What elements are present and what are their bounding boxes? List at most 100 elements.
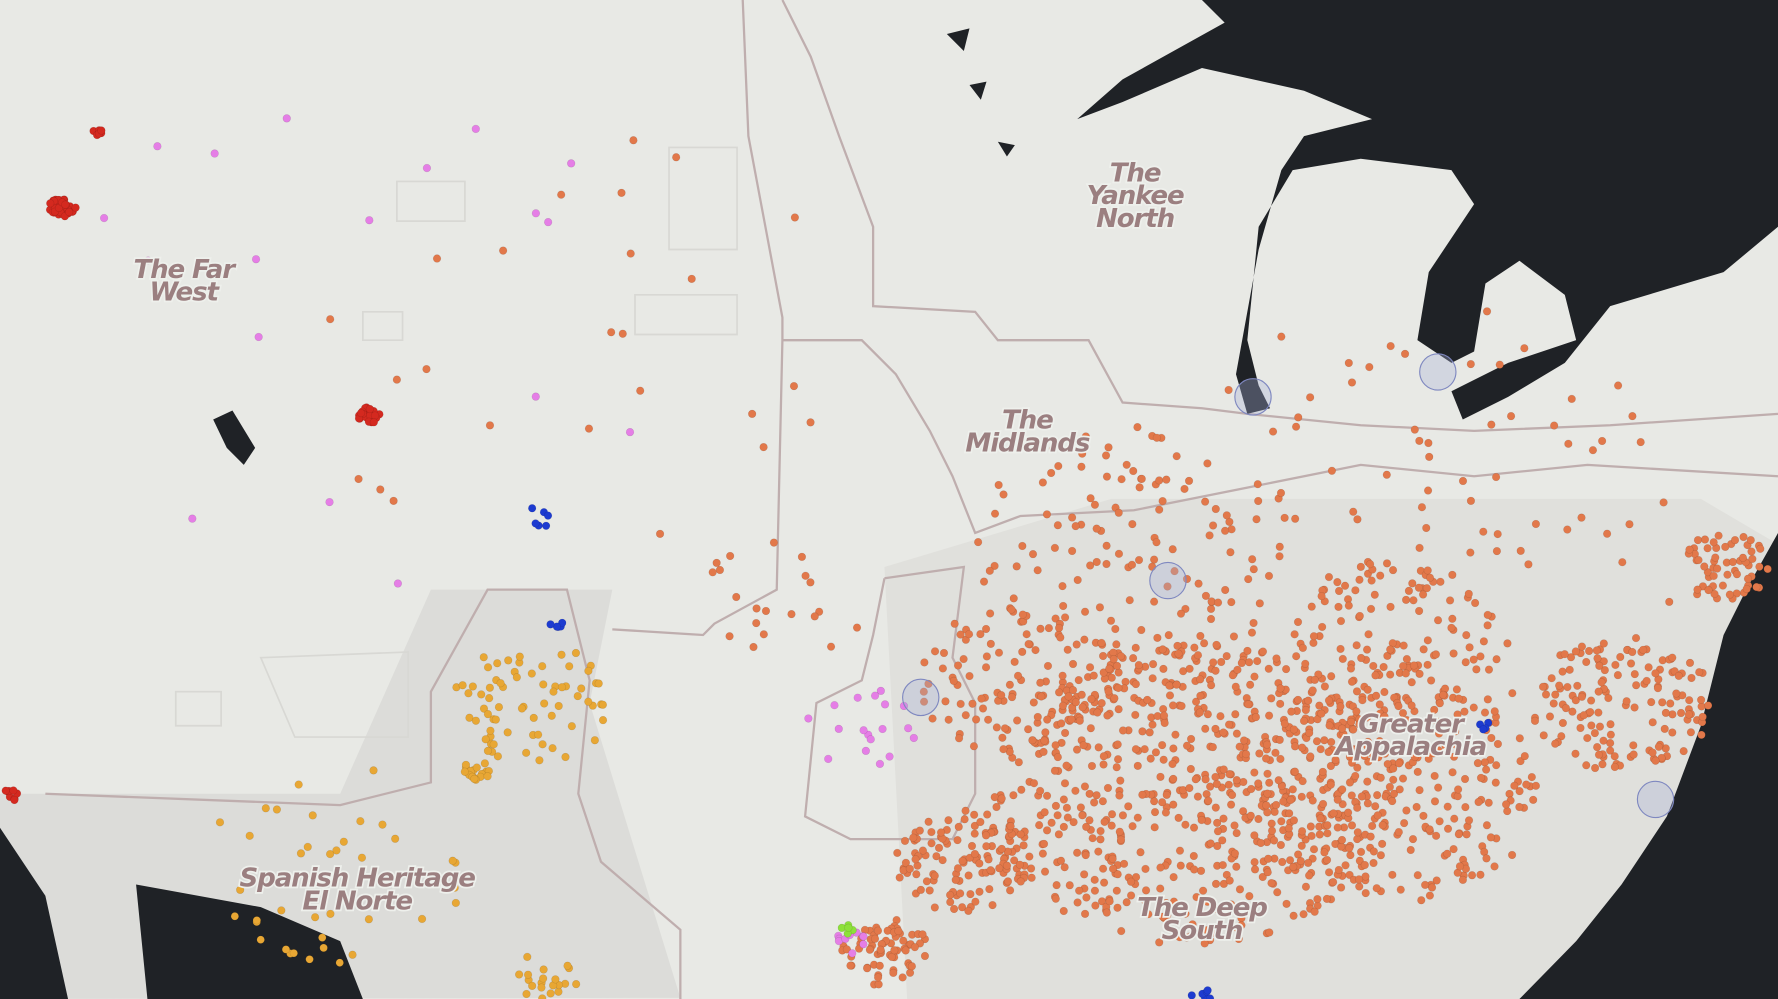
- dot: [1451, 727, 1460, 736]
- dot: [547, 711, 556, 720]
- dot: [1389, 789, 1399, 798]
- dot: [468, 682, 477, 691]
- dot: [1434, 729, 1444, 738]
- dot: [1268, 427, 1278, 436]
- dot: [986, 639, 995, 648]
- dot: [1182, 741, 1192, 750]
- dot: [1420, 880, 1430, 890]
- dot: [1093, 708, 1102, 717]
- dot: [252, 916, 261, 925]
- dot: [1112, 640, 1121, 649]
- dot: [1051, 741, 1060, 750]
- dot: [1560, 650, 1569, 659]
- dot: [1054, 461, 1063, 471]
- dot: [1369, 847, 1379, 856]
- dot: [1520, 344, 1529, 353]
- dot: [422, 163, 432, 173]
- dot: [1096, 835, 1105, 844]
- dot: [1550, 421, 1559, 430]
- dot: [1254, 814, 1263, 824]
- dot: [1310, 907, 1319, 916]
- dot: [1483, 610, 1492, 620]
- dot: [1158, 798, 1167, 807]
- dot: [985, 566, 994, 575]
- dot: [1404, 586, 1414, 596]
- dot: [1709, 571, 1718, 581]
- dot: [1626, 659, 1636, 668]
- dot: [1058, 671, 1067, 680]
- dot: [1510, 781, 1519, 790]
- dot: [1443, 824, 1453, 833]
- dot: [1462, 630, 1471, 640]
- dot: [1036, 786, 1045, 796]
- dot: [1168, 701, 1178, 710]
- dot: [787, 610, 796, 619]
- dot: [1226, 900, 1236, 909]
- dot: [992, 723, 1001, 732]
- dot: [498, 246, 508, 255]
- dot: [1155, 476, 1164, 485]
- dot: [1685, 696, 1694, 705]
- dot: [1212, 779, 1221, 789]
- dot: [958, 856, 967, 866]
- dot: [1527, 772, 1536, 782]
- city-halo: [1636, 780, 1675, 819]
- region-border: [45, 0, 1778, 999]
- city-halo: [1149, 561, 1187, 600]
- dot: [1347, 378, 1357, 387]
- dot: [1323, 821, 1332, 830]
- dot: [905, 864, 915, 873]
- dot: [1099, 752, 1108, 761]
- dot: [1102, 541, 1111, 550]
- dot: [1338, 654, 1347, 664]
- dot: [1369, 858, 1378, 868]
- dot: [1059, 795, 1068, 804]
- dot: [968, 699, 977, 708]
- dot: [1551, 690, 1560, 699]
- dot: [1336, 883, 1346, 892]
- dot: [1306, 393, 1315, 402]
- dot: [1071, 522, 1080, 531]
- dot: [1018, 541, 1027, 551]
- dot: [354, 474, 363, 484]
- dot: [1476, 870, 1485, 879]
- dot: [1704, 585, 1713, 595]
- dot: [1012, 716, 1022, 725]
- dot: [1276, 684, 1285, 693]
- region-label: Appalachia: [1333, 732, 1486, 762]
- dot: [1285, 809, 1294, 818]
- dot: [1639, 645, 1648, 654]
- dot: [1174, 649, 1183, 658]
- dot: [1071, 698, 1081, 707]
- dot: [1067, 715, 1076, 724]
- dot: [1263, 868, 1272, 877]
- dot: [978, 704, 988, 713]
- dot: [876, 945, 885, 954]
- region-label: El Norte: [302, 886, 412, 916]
- dot: [1225, 769, 1234, 779]
- dot: [1357, 792, 1366, 801]
- dot: [1213, 827, 1223, 836]
- dot: [1423, 566, 1432, 575]
- dot: [1561, 704, 1571, 713]
- dot: [1382, 470, 1391, 479]
- dot: [485, 694, 494, 703]
- dot: [1334, 602, 1343, 612]
- dot: [529, 713, 538, 723]
- dot: [789, 381, 799, 391]
- dot: [1599, 639, 1608, 648]
- dot: [1313, 715, 1322, 724]
- dot: [1524, 560, 1533, 569]
- dot: [1092, 557, 1101, 567]
- dot: [1051, 614, 1060, 623]
- dot: [1135, 483, 1144, 492]
- dot: [483, 772, 492, 781]
- dot: [392, 375, 402, 384]
- dot: [1264, 711, 1274, 720]
- dot: [1590, 728, 1600, 738]
- dot: [1231, 710, 1240, 719]
- dot: [1631, 633, 1641, 643]
- dot: [1610, 752, 1619, 761]
- dot: [1288, 785, 1297, 794]
- dot: [1728, 557, 1738, 567]
